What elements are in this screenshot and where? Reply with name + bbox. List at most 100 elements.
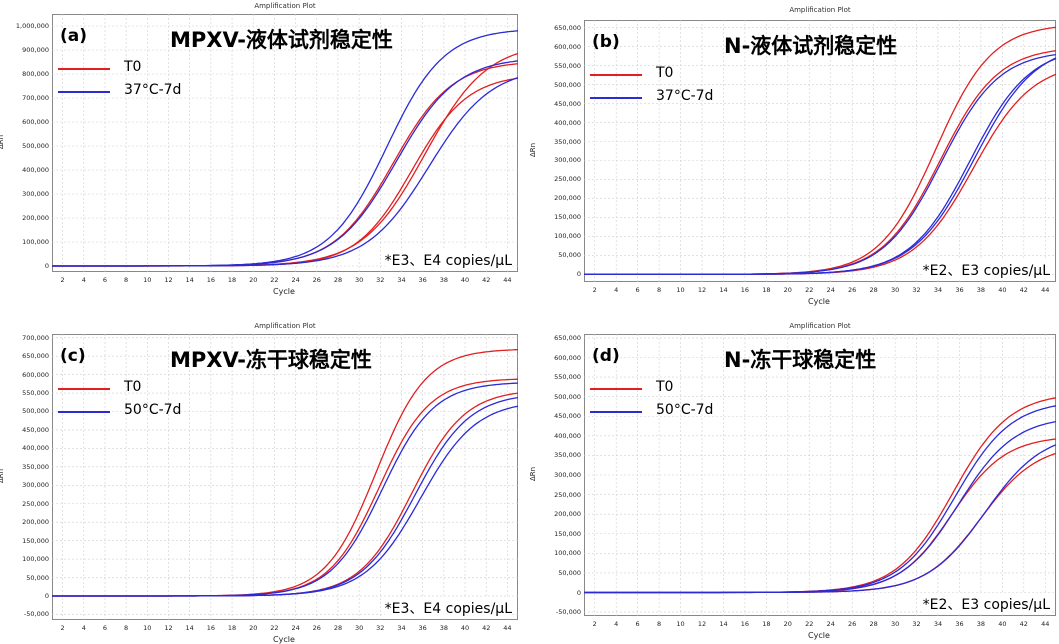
x-tick-label: 26 bbox=[312, 624, 321, 632]
y-tick-label: 550,000 bbox=[22, 389, 49, 398]
x-tick-label: 22 bbox=[270, 624, 279, 632]
legend-swatch-stressed bbox=[58, 411, 110, 413]
y-tick-label: 150,000 bbox=[554, 529, 581, 538]
x-tick-label: 24 bbox=[826, 286, 835, 294]
y-tick-label: 800,000 bbox=[22, 70, 49, 78]
y-tick-label: 400,000 bbox=[554, 118, 581, 127]
x-tick-label: 44 bbox=[1041, 286, 1050, 294]
y-tick-label: 350,000 bbox=[554, 451, 581, 460]
series-stressed-curve-1 bbox=[52, 30, 519, 267]
x-tick-label: 6 bbox=[635, 286, 640, 294]
legend-label-t0: T0 bbox=[124, 59, 142, 75]
y-tick-label: 50,000 bbox=[558, 251, 581, 260]
x-tick-label: 38 bbox=[439, 624, 448, 632]
y-tick-label: 0 bbox=[44, 262, 49, 270]
x-tick-label: 2 bbox=[60, 624, 65, 632]
curves-svg bbox=[52, 14, 519, 272]
y-tick-label: 0 bbox=[576, 588, 581, 597]
x-tick-label: 14 bbox=[719, 286, 728, 294]
y-tick-label: 50,000 bbox=[26, 573, 49, 582]
chart-title: MPXV-冻干球稳定性 bbox=[170, 348, 372, 372]
curves-svg bbox=[584, 20, 1057, 282]
x-tick-label: 28 bbox=[333, 624, 343, 632]
x-tick-label: 12 bbox=[697, 620, 707, 628]
x-tick-label: 40 bbox=[998, 620, 1007, 628]
legend-label-t0: T0 bbox=[656, 65, 674, 81]
y-tick-label: 450,000 bbox=[554, 412, 581, 421]
x-tick-label: 38 bbox=[976, 286, 986, 294]
y-tick-label: 100,000 bbox=[22, 238, 49, 246]
plot-title: Amplification Plot bbox=[789, 322, 851, 330]
x-tick-label: 8 bbox=[657, 620, 662, 628]
y-tick-label: 450,000 bbox=[22, 425, 49, 434]
legend-swatch-t0 bbox=[590, 74, 642, 76]
x-tick-label: 44 bbox=[503, 624, 512, 632]
y-axis-label: ΔRn bbox=[0, 468, 6, 484]
x-tick-label: 40 bbox=[460, 624, 470, 632]
y-tick-label: 50,000 bbox=[558, 568, 581, 577]
x-tick-label: 18 bbox=[762, 286, 771, 294]
y-tick-label: 650,000 bbox=[554, 333, 581, 342]
copies-annotation: *E3、E4 copies/μL bbox=[384, 250, 512, 270]
x-tick-label: 26 bbox=[312, 276, 321, 284]
y-tick-label: 1,000,000 bbox=[15, 22, 49, 30]
y-tick-label: 700,000 bbox=[22, 333, 49, 342]
x-tick-label: 44 bbox=[503, 276, 512, 284]
x-tick-label: 38 bbox=[439, 276, 448, 284]
panel-label: (c) bbox=[60, 346, 86, 366]
x-tick-label: 30 bbox=[354, 276, 364, 284]
legend-swatch-stressed bbox=[58, 91, 110, 93]
x-tick-label: 22 bbox=[270, 276, 279, 284]
series-t0-curve-1 bbox=[584, 26, 1057, 276]
x-tick-label: 2 bbox=[60, 276, 65, 284]
y-tick-label: 0 bbox=[576, 270, 581, 279]
series-t0-curve-1 bbox=[52, 63, 519, 267]
plot-area bbox=[584, 20, 1056, 282]
x-tick-label: 6 bbox=[635, 620, 640, 628]
legend-swatch-t0 bbox=[58, 388, 110, 390]
legend-label-stressed: 50°C-7d bbox=[124, 402, 182, 418]
x-tick-label: 24 bbox=[291, 276, 300, 284]
x-tick-label: 34 bbox=[933, 620, 943, 628]
x-tick-label: 20 bbox=[783, 286, 792, 294]
y-axis-label: ΔRn bbox=[529, 142, 538, 158]
series-t0-curve-3 bbox=[52, 77, 519, 267]
chart-title: MPXV-液体试剂稳定性 bbox=[170, 28, 393, 52]
y-tick-label: 200,000 bbox=[554, 510, 581, 519]
legend-swatch-t0 bbox=[58, 68, 110, 70]
y-tick-label: 250,000 bbox=[22, 499, 49, 508]
x-tick-label: 36 bbox=[955, 620, 964, 628]
plot-area bbox=[52, 334, 518, 620]
y-tick-label: 400,000 bbox=[22, 166, 49, 174]
x-tick-label: 26 bbox=[848, 286, 857, 294]
y-tick-label: 0 bbox=[44, 592, 49, 600]
y-tick-label: 300,000 bbox=[554, 471, 581, 479]
copies-annotation: *E2、E3 copies/μL bbox=[922, 260, 1050, 280]
x-tick-label: 42 bbox=[482, 276, 491, 284]
x-tick-label: 22 bbox=[805, 286, 814, 294]
x-tick-label: 24 bbox=[826, 620, 835, 628]
x-tick-label: 16 bbox=[740, 286, 750, 294]
x-tick-label: 10 bbox=[676, 620, 685, 628]
x-tick-label: 12 bbox=[164, 624, 173, 632]
y-tick-label: 350,000 bbox=[22, 462, 49, 471]
series-t0-curve-2 bbox=[52, 52, 519, 267]
x-tick-label: 26 bbox=[848, 620, 857, 628]
x-axis-label: Cycle bbox=[273, 635, 295, 644]
x-tick-label: 20 bbox=[783, 620, 792, 628]
x-tick-label: 42 bbox=[482, 624, 491, 632]
y-axis-label: ΔRn bbox=[0, 134, 6, 150]
x-tick-label: 20 bbox=[249, 624, 258, 632]
y-tick-label: 300,000 bbox=[22, 190, 49, 198]
x-tick-label: 8 bbox=[124, 624, 129, 632]
x-tick-label: 32 bbox=[912, 286, 921, 294]
x-tick-label: 4 bbox=[614, 620, 619, 628]
x-tick-label: 36 bbox=[418, 276, 427, 284]
x-tick-label: 30 bbox=[354, 624, 364, 632]
curves-svg bbox=[52, 334, 519, 620]
x-tick-label: 18 bbox=[762, 620, 771, 628]
y-tick-label: 300,000 bbox=[554, 156, 581, 165]
series-stressed-curve-3 bbox=[584, 444, 1057, 594]
chart-title: N-液体试剂稳定性 bbox=[724, 34, 898, 58]
legend-label-stressed: 50°C-7d bbox=[656, 402, 714, 418]
